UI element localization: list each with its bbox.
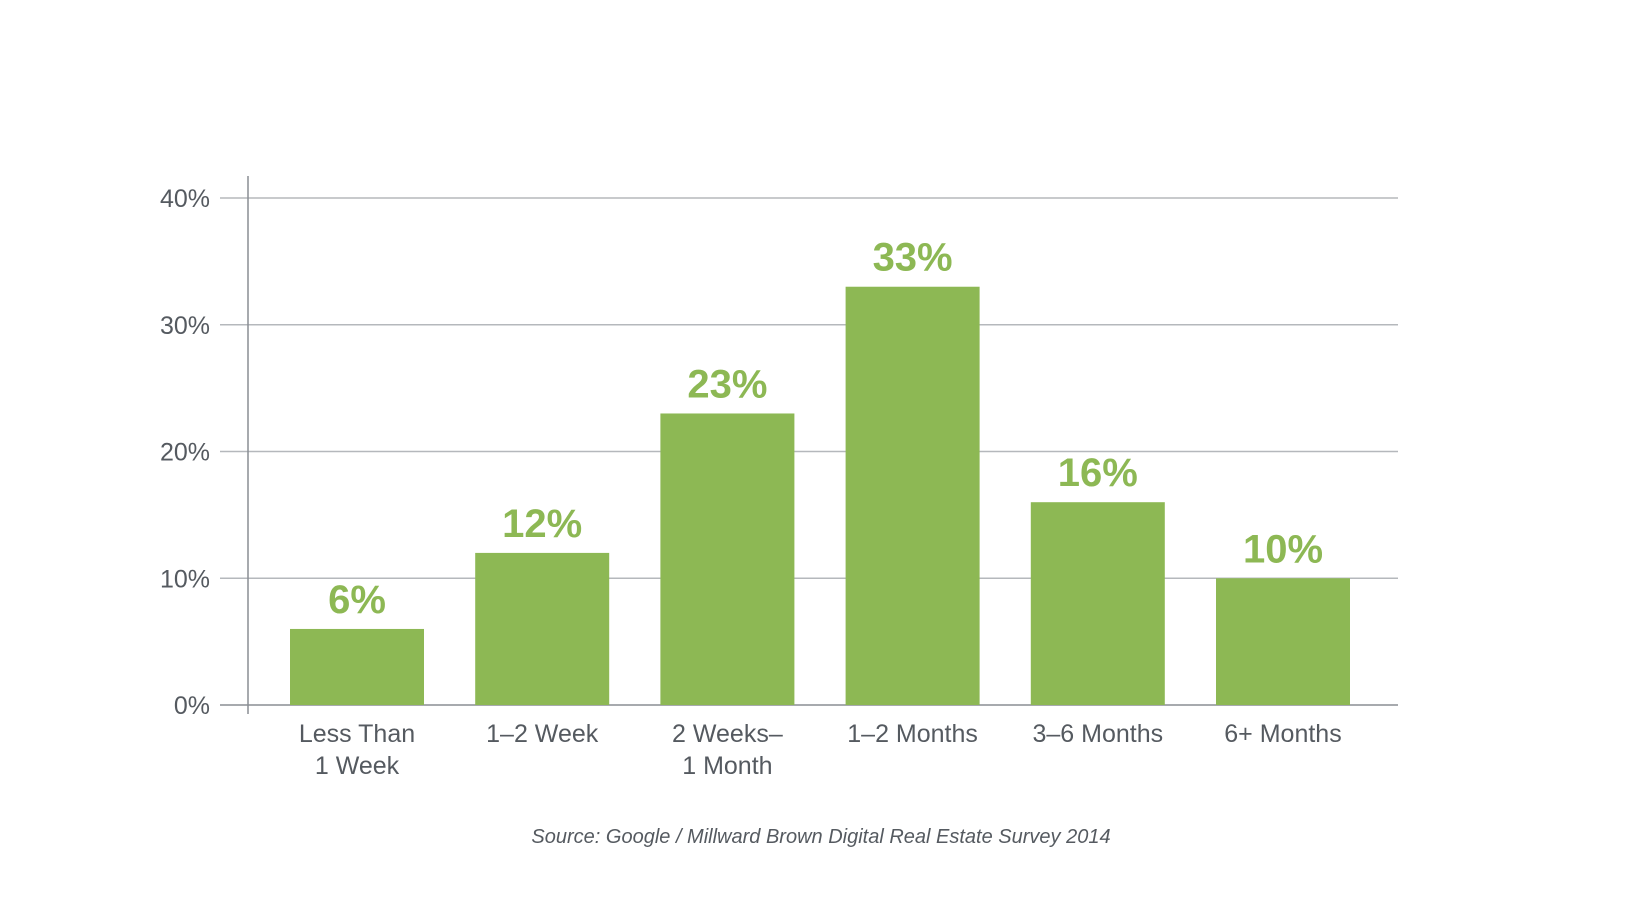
value-labels: 6% 12% 23% 33% 16% 10% <box>328 236 1323 622</box>
y-tick-label: 10% <box>160 565 210 593</box>
x-category-label: 1–2 Week <box>486 720 599 748</box>
bar-value-label: 12% <box>502 502 582 546</box>
bar <box>845 286 980 705</box>
y-tick-label: 40% <box>160 185 210 213</box>
bars <box>290 286 1350 705</box>
bar-value-label: 16% <box>1058 451 1138 495</box>
x-category-label: 1–2 Months <box>847 720 978 748</box>
bar <box>660 413 795 705</box>
source-note: Source: Google / Millward Brown Digital … <box>531 826 1111 848</box>
bar <box>475 552 610 705</box>
category-labels: Less Than 1 Week 1–2 Week 2 Weeks– 1 Month 1–… <box>299 720 1342 780</box>
bar <box>1030 502 1165 705</box>
y-tick-label: 30% <box>160 312 210 340</box>
bar-value-label: 33% <box>873 236 953 280</box>
x-category-label: 2 Weeks– 1 Month <box>672 720 783 780</box>
y-tick-labels: 0% 10% 20% 30% 40% <box>160 185 210 720</box>
y-tick-label: 0% <box>174 692 210 720</box>
bar-value-label: 23% <box>687 362 767 406</box>
bar <box>1216 578 1350 705</box>
x-category-label: 3–6 Months <box>1032 720 1163 748</box>
y-tick-label: 20% <box>160 439 210 467</box>
bar <box>290 628 424 705</box>
bar-value-label: 6% <box>328 578 386 622</box>
bar-value-label: 10% <box>1243 527 1323 571</box>
x-category-label: 6+ Months <box>1224 720 1341 748</box>
x-category-label: Less Than 1 Week <box>299 720 415 780</box>
gridlines <box>220 197 1398 579</box>
